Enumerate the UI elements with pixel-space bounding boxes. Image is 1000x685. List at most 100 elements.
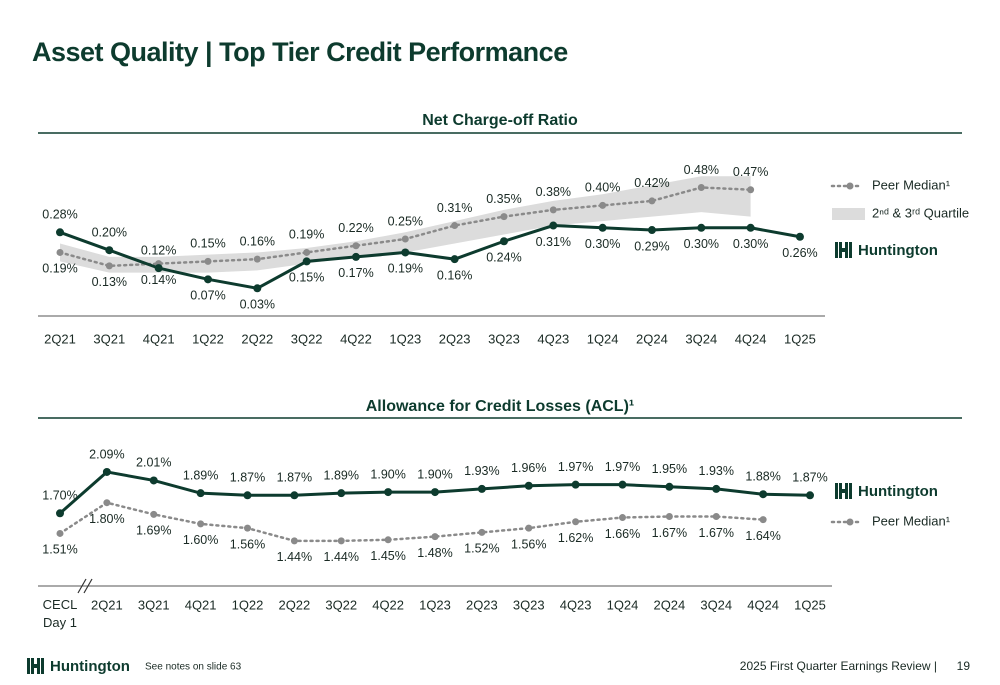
data-label: 1.93% <box>699 464 734 478</box>
data-point <box>431 533 439 541</box>
legend-label: Peer Median¹ <box>872 177 951 192</box>
huntington-logo <box>27 658 44 674</box>
data-point <box>384 488 393 497</box>
logo-bar <box>842 489 845 493</box>
data-label: 1.62% <box>558 531 593 545</box>
x-tick-label: 3Q24 <box>685 331 717 346</box>
data-point <box>549 221 558 230</box>
data-label: 0.14% <box>141 273 176 287</box>
data-label: 1.70% <box>42 489 77 503</box>
data-point <box>290 491 299 500</box>
data-point <box>431 488 439 497</box>
x-tick-label: 2Q23 <box>466 597 498 612</box>
data-point <box>500 213 508 221</box>
data-point <box>105 262 113 270</box>
data-label: 0.31% <box>437 201 472 215</box>
data-label: 0.40% <box>585 181 620 195</box>
legend-label: Huntington <box>858 483 938 500</box>
data-point <box>524 481 533 490</box>
chart-title: Net Charge-off Ratio <box>422 112 578 129</box>
data-label: 1.52% <box>464 542 499 556</box>
data-label: 1.51% <box>42 543 77 557</box>
logo-bar <box>41 658 44 674</box>
data-point <box>103 499 111 507</box>
x-tick-label: 1Q25 <box>784 331 816 346</box>
x-tick-label: 2Q22 <box>241 331 273 346</box>
data-point <box>697 223 706 232</box>
data-label: 1.48% <box>417 546 452 560</box>
data-point <box>665 482 674 491</box>
data-point <box>303 248 311 256</box>
data-label: 2.01% <box>136 456 171 470</box>
data-label: 0.13% <box>92 275 127 289</box>
x-tick-label: 2Q24 <box>636 331 668 346</box>
data-label: 1.67% <box>699 526 734 540</box>
data-point <box>56 228 64 237</box>
legend-label: Huntington <box>858 242 938 259</box>
data-point <box>149 476 158 485</box>
data-label: 1.90% <box>417 467 452 481</box>
logo-bar <box>34 664 37 668</box>
x-tick-label: CECL Day 1 <box>43 597 78 630</box>
data-point <box>384 536 392 544</box>
data-point <box>697 183 705 191</box>
logo-bar <box>835 483 838 499</box>
data-label: 1.44% <box>277 550 312 564</box>
data-label: 0.42% <box>634 176 669 190</box>
data-label: 0.30% <box>684 237 719 251</box>
data-point <box>648 197 656 205</box>
legend-swatch <box>832 208 865 220</box>
data-label: 2.09% <box>89 447 124 461</box>
data-label: 1.87% <box>230 471 265 485</box>
data-point <box>244 524 251 532</box>
logo-bar <box>27 658 30 674</box>
legend-dot <box>846 518 854 526</box>
data-point <box>290 537 298 545</box>
x-tick-label: 3Q24 <box>700 597 732 612</box>
logo-bar <box>839 483 842 499</box>
data-point <box>243 491 252 500</box>
data-label: 0.19% <box>388 262 423 276</box>
x-tick-label: 3Q21 <box>93 331 125 346</box>
x-tick-label: 1Q25 <box>794 597 826 612</box>
data-point <box>450 255 459 264</box>
data-label: 1.97% <box>605 460 640 474</box>
data-point <box>795 232 804 241</box>
data-label: 1.89% <box>324 468 359 482</box>
data-point <box>806 491 814 500</box>
data-point <box>56 248 64 256</box>
logo-bar <box>845 483 848 499</box>
data-label: 1.95% <box>652 462 687 476</box>
x-tick-label: 1Q23 <box>419 597 451 612</box>
data-point <box>352 242 360 250</box>
axis-break <box>77 578 93 594</box>
data-point <box>619 514 626 522</box>
data-point <box>196 489 205 498</box>
data-point <box>525 524 533 532</box>
data-point <box>712 484 721 493</box>
data-label: 1.89% <box>183 468 218 482</box>
data-point <box>154 264 163 273</box>
page-number: 19 <box>957 659 971 673</box>
logo-bar <box>849 483 852 499</box>
x-tick-label: 4Q21 <box>143 331 175 346</box>
data-label: 0.48% <box>684 163 719 177</box>
x-tick-label: 4Q23 <box>537 331 569 346</box>
data-label: 1.56% <box>511 537 546 551</box>
data-point <box>203 275 212 284</box>
x-tick-label: 2Q24 <box>653 597 685 612</box>
data-point <box>618 480 627 489</box>
data-label: 0.15% <box>190 237 225 251</box>
data-point <box>253 284 262 293</box>
data-label: 0.28% <box>42 208 77 222</box>
data-point <box>477 484 486 493</box>
data-label: 1.93% <box>464 464 499 478</box>
x-tick-label: 3Q23 <box>488 331 520 346</box>
data-label: 1.80% <box>89 512 124 526</box>
x-tick-label: 3Q22 <box>291 331 323 346</box>
data-label: 1.88% <box>745 470 780 484</box>
x-tick-label: 4Q21 <box>185 597 217 612</box>
data-label: 1.45% <box>370 549 405 563</box>
logo-bar <box>845 242 848 258</box>
